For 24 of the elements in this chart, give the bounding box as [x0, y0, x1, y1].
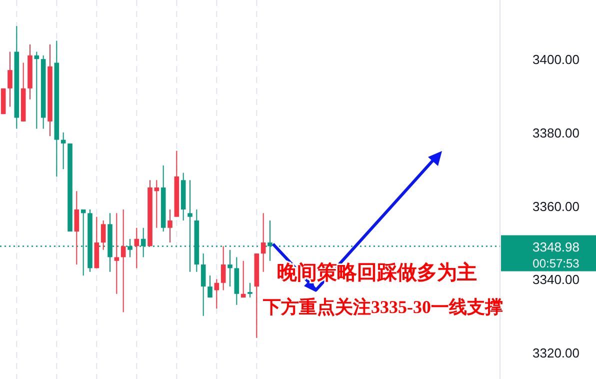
- candlestick: [100, 220, 106, 250]
- candlestick: [60, 132, 66, 170]
- text: 00:57:53: [532, 256, 580, 270]
- candlestick: [260, 212, 266, 272]
- candlestick: [154, 180, 160, 228]
- candlestick: [114, 212, 120, 294]
- y-tick-label: 3380.00: [532, 125, 580, 140]
- candlestick: [240, 260, 246, 298]
- y-tick-label: 3360.00: [532, 198, 580, 214]
- annotation: 下方重点关注3335-30一线支撑: [262, 297, 503, 317]
- ref-line-label: 3348.98: [532, 239, 580, 254]
- y-tick-label: 3340.00: [532, 272, 580, 288]
- candlestick: [200, 253, 206, 316]
- y-tick-label: 3400.00: [532, 52, 580, 68]
- candlestick: [220, 246, 226, 291]
- candlestick: [8, 51, 12, 108]
- y-tick-label: 3320.00: [532, 346, 580, 361]
- candlestick: [168, 208, 172, 244]
- candlestick: [120, 208, 126, 313]
- candlestick: [74, 190, 80, 266]
- candlestick: [228, 249, 232, 288]
- candlestick: [34, 51, 40, 130]
- candlestick: [248, 282, 252, 298]
- candlestick: [208, 275, 212, 298]
